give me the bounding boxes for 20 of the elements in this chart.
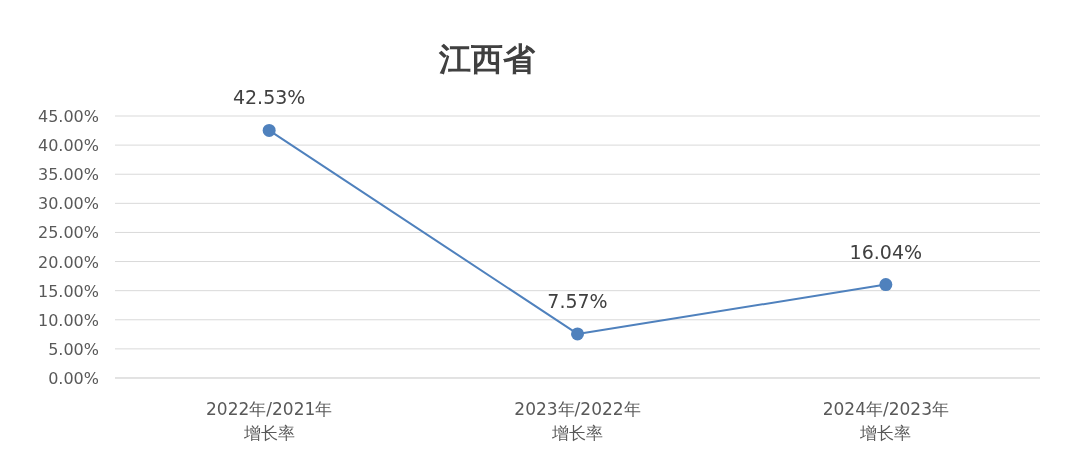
y-tick-label: 5.00% [48, 339, 99, 359]
y-tick-label: 15.00% [37, 281, 99, 301]
data-label: 16.04% [849, 240, 923, 263]
x-tick-label: 2024年/2023年增长率 [822, 399, 949, 443]
y-tick-label: 0.00% [48, 369, 99, 388]
x-tick-label: 2022年/2021年增长率 [206, 399, 333, 443]
y-tick-label: 10.00% [37, 310, 99, 330]
x-tick-label: 2023年/2022年增长率 [514, 399, 641, 443]
point [262, 123, 276, 137]
y-tick-label: 45.00% [37, 107, 99, 126]
y-tick-label: 30.00% [37, 194, 99, 214]
chart-title: 江西省 [438, 40, 536, 78]
point [879, 278, 893, 292]
y-tick-label: 25.00% [37, 223, 99, 243]
data-label: 7.57% [547, 289, 608, 312]
y-tick-label: 40.00% [37, 136, 99, 156]
y-tick-label: 35.00% [37, 165, 99, 185]
data-label: 42.53% [232, 86, 306, 109]
point [571, 327, 584, 341]
y-tick-label: 20.00% [37, 252, 99, 272]
